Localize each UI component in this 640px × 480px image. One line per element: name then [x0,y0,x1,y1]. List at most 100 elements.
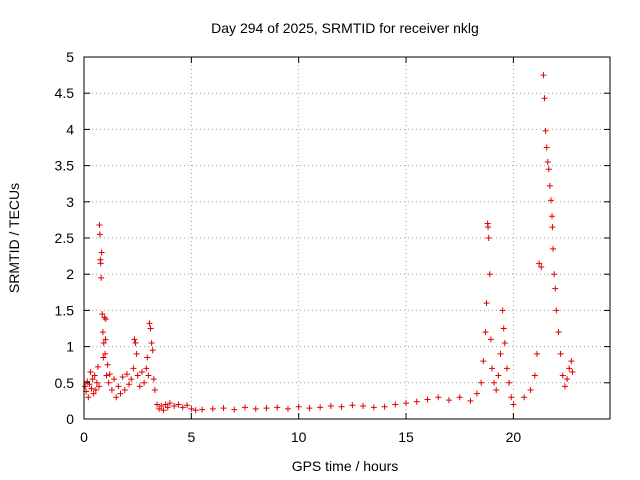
data-point [126,381,133,388]
data-point [483,300,490,307]
data-point [82,383,89,390]
data-point [561,383,568,390]
data-point [134,372,141,379]
data-point [478,379,485,386]
data-point [550,245,557,252]
data-point [252,405,259,412]
x-tick-label: 20 [506,429,522,445]
data-point [164,404,171,411]
data-point [158,402,165,409]
data-point [175,401,182,408]
y-axis-label: SRMTID / TECUs [6,183,22,293]
data-point [274,404,281,411]
data-point [171,402,178,409]
x-tick-label: 5 [187,429,195,445]
data-point [543,144,550,151]
data-point [199,406,206,413]
data-point [284,405,291,412]
y-tick-label: 4.5 [55,85,75,101]
data-point [149,347,156,354]
y-tick-label: 1 [66,339,74,355]
data-point [96,383,103,390]
data-point [557,350,564,357]
data-point [493,387,500,394]
data-point [102,336,109,343]
data-point [545,166,552,173]
y-tick-label: 1.5 [55,302,75,318]
data-point [188,405,195,412]
y-tick-label: 3.5 [55,158,75,174]
data-point [499,307,506,314]
data-point [424,396,431,403]
axis-ticks: 0 0.5 1 1.5 2 2.5 3 3.5 4 4.5 5 0 5 10 15 20 [55,49,610,445]
data-point [102,316,109,323]
data-point [96,231,103,238]
data-point [87,368,94,375]
data-point [147,325,154,332]
data-point [153,401,160,408]
data-point [403,400,410,407]
data-point [179,404,186,411]
data-point [435,394,442,401]
data-point [486,271,493,278]
data-point [88,385,95,392]
data-point [89,376,96,383]
chart-title: Day 294 of 2025, SRMTID for receiver nkl… [211,20,479,36]
data-point [497,350,504,357]
data-point [569,368,576,375]
y-tick-label: 0.5 [55,375,75,391]
data-point [506,379,513,386]
data-point [92,387,99,394]
data-point [121,387,128,394]
data-point [150,376,157,383]
data-point [184,402,191,409]
data-point [531,372,538,379]
data-point [133,350,140,357]
data-point [136,383,143,390]
data-point [527,387,534,394]
x-tick-label: 10 [291,429,307,445]
data-point [117,390,124,397]
data-point [491,379,498,386]
data-point [349,402,356,409]
data-point [98,274,105,281]
data-point [106,371,113,378]
data-point [549,213,556,220]
data-point [93,379,100,386]
data-point [467,397,474,404]
data-point [100,339,107,346]
data-point [209,405,216,412]
data-point [551,271,558,278]
data-point [99,311,106,318]
data-point [111,376,118,383]
data-point [94,363,101,370]
data-point [115,383,122,390]
data-point [144,354,151,361]
data-point [521,394,528,401]
data-point [485,224,492,231]
data-point [370,404,377,411]
data-point [538,263,545,270]
y-tick-label: 0 [66,411,74,427]
data-point [151,387,158,394]
data-point [559,372,566,379]
data-point [381,403,388,410]
x-tick-label: 15 [398,429,414,445]
data-point [546,182,553,189]
data-point [103,372,110,379]
data-point [564,376,571,383]
data-point [480,358,487,365]
data-point [105,379,112,386]
data-point [97,260,104,267]
data-point [549,224,556,231]
data-point [508,394,515,401]
data-point [108,387,115,394]
data-point [143,365,150,372]
data-point [534,350,541,357]
data-point [485,235,492,241]
data-point [102,350,109,357]
data-point [510,401,517,408]
data-point [306,405,313,412]
data-point [392,401,399,408]
data-point [231,406,238,413]
